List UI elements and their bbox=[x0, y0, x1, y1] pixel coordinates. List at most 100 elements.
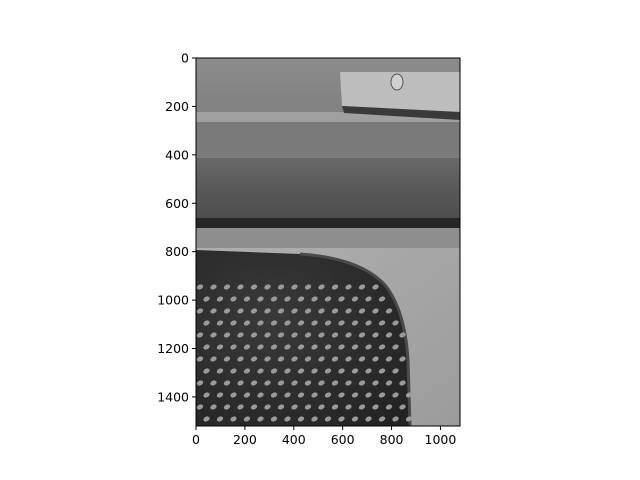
chair-hole bbox=[304, 404, 312, 410]
chair-hole bbox=[210, 404, 217, 410]
chair-hole bbox=[358, 332, 366, 338]
chair-hole bbox=[405, 392, 413, 398]
chair-hole bbox=[264, 284, 271, 290]
chair-hole bbox=[324, 392, 332, 398]
chair-hole bbox=[230, 296, 237, 302]
chair-hole bbox=[230, 344, 237, 350]
chair-hole bbox=[250, 332, 258, 338]
chair-hole bbox=[351, 416, 359, 422]
chair-hole bbox=[250, 308, 258, 314]
wood-shelf bbox=[196, 154, 460, 220]
bracket-shadow bbox=[342, 106, 460, 120]
chair-hole bbox=[277, 332, 285, 338]
chair-hole bbox=[216, 344, 224, 350]
chair-hole bbox=[223, 332, 231, 338]
chair-hole bbox=[277, 308, 285, 314]
y-tick-label: 800 bbox=[165, 244, 189, 259]
chair-hole bbox=[297, 368, 305, 374]
chair-hole bbox=[338, 392, 345, 398]
chair-hole bbox=[378, 416, 386, 422]
y-tick-label: 1000 bbox=[157, 293, 189, 308]
floor-shadow bbox=[196, 228, 460, 248]
chair-hole bbox=[297, 320, 305, 326]
chair-hole bbox=[216, 368, 224, 374]
chair-hole bbox=[338, 368, 345, 374]
chair-back bbox=[196, 250, 410, 426]
x-tick-label: 1000 bbox=[425, 432, 457, 447]
y-tick-label: 0 bbox=[181, 51, 189, 66]
chair-hole bbox=[331, 284, 339, 290]
chair-hole bbox=[250, 356, 258, 362]
chair-hole bbox=[230, 392, 237, 398]
chair-hole bbox=[358, 308, 366, 314]
chair-hole bbox=[365, 296, 372, 302]
chair-rim bbox=[299, 252, 412, 426]
chair-hole bbox=[351, 320, 359, 326]
chair-hole bbox=[392, 320, 399, 326]
chair-hole bbox=[304, 308, 312, 314]
y-tick-label: 1400 bbox=[157, 389, 189, 404]
y-tick-label: 400 bbox=[165, 147, 189, 162]
chair-hole bbox=[311, 320, 318, 326]
chair-hole bbox=[257, 416, 264, 422]
chair-hole bbox=[291, 284, 298, 290]
chair-hole bbox=[243, 344, 251, 350]
chair-hole bbox=[338, 416, 345, 422]
chair-hole bbox=[210, 308, 217, 314]
chair-hole bbox=[284, 368, 291, 374]
y-tick-label: 200 bbox=[165, 99, 189, 114]
chair-hole bbox=[318, 332, 325, 338]
chair-hole bbox=[311, 392, 318, 398]
chair-hole bbox=[345, 404, 352, 410]
shelf-bracket bbox=[340, 72, 460, 112]
chair-hole bbox=[257, 296, 264, 302]
chair-hole bbox=[210, 332, 217, 338]
y-axis: 0 200 400 600 800 1000 1200 1400 bbox=[157, 51, 196, 404]
chair-hole bbox=[237, 284, 244, 290]
chair-hole bbox=[304, 284, 312, 290]
chair-hole bbox=[358, 284, 366, 290]
chair-hole bbox=[291, 308, 298, 314]
chair-hole bbox=[216, 320, 224, 326]
chair-hole bbox=[291, 380, 298, 386]
chair-hole bbox=[203, 320, 210, 326]
chair-hole bbox=[196, 356, 204, 362]
chair-hole bbox=[338, 344, 345, 350]
chair-hole bbox=[351, 296, 359, 302]
axes-frame bbox=[195, 57, 461, 427]
chair-hole bbox=[392, 416, 399, 422]
chair-hole bbox=[230, 416, 237, 422]
chair-hole bbox=[237, 356, 244, 362]
chair-hole bbox=[270, 368, 278, 374]
chair-hole bbox=[345, 284, 352, 290]
chair-hole bbox=[345, 308, 352, 314]
chair-hole bbox=[223, 356, 231, 362]
chair-hole bbox=[277, 380, 285, 386]
chair-hole bbox=[216, 392, 224, 398]
chair-hole bbox=[284, 296, 291, 302]
chair-hole bbox=[318, 284, 325, 290]
chair-hole bbox=[270, 416, 278, 422]
chair-hole bbox=[237, 332, 244, 338]
chair-hole bbox=[203, 296, 210, 302]
chair-hole bbox=[291, 356, 298, 362]
chair-hole bbox=[243, 416, 251, 422]
chair-hole bbox=[392, 368, 399, 374]
chair-hole bbox=[277, 356, 285, 362]
chair-hole bbox=[365, 344, 372, 350]
chair-hole bbox=[304, 332, 312, 338]
wall-lower bbox=[196, 122, 460, 154]
chair-hole bbox=[257, 392, 264, 398]
chair-hole bbox=[196, 308, 204, 314]
chair-hole bbox=[365, 368, 372, 374]
chair-hole bbox=[237, 380, 244, 386]
chair-hole bbox=[324, 296, 332, 302]
chair-hole bbox=[230, 368, 237, 374]
chair-hole bbox=[372, 380, 379, 386]
chair-hole bbox=[372, 404, 379, 410]
chair-hole bbox=[216, 296, 224, 302]
y-tick-label: 1200 bbox=[157, 341, 189, 356]
chair-hole bbox=[196, 284, 204, 290]
chair-hole bbox=[257, 368, 264, 374]
